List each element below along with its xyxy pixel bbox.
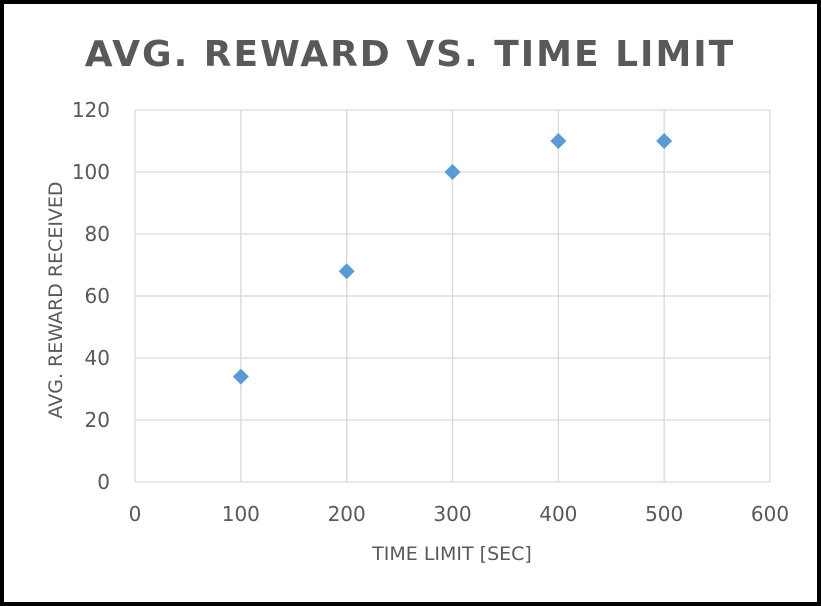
data-point (444, 164, 461, 180)
data-points (232, 133, 673, 385)
data-point (550, 133, 567, 149)
y-tick-label: 0 (97, 470, 110, 494)
x-tick-label: 200 (328, 502, 366, 526)
y-tick-label: 100 (72, 160, 110, 184)
y-tick-label: 20 (85, 408, 110, 432)
y-tick-label: 40 (85, 346, 110, 370)
y-axis-title: AVG. REWARD RECEIVED (45, 181, 67, 418)
x-tick-label: 500 (645, 502, 683, 526)
data-point (232, 368, 249, 385)
x-tick-label: 100 (222, 502, 260, 526)
x-tick-label: 600 (751, 502, 789, 526)
chart-title: AVG. REWARD VS. TIME LIMIT (85, 34, 735, 75)
x-tick-labels: 0 100 200 300 400 500 600 (129, 502, 789, 526)
x-tick-label: 400 (539, 502, 577, 526)
data-point (656, 133, 673, 149)
y-tick-label: 120 (72, 98, 110, 122)
x-tick-label: 0 (129, 502, 142, 526)
x-axis-title: TIME LIMIT [SEC] (371, 543, 532, 565)
scatter-chart: AVG. REWARD VS. TIME LIMIT 0 20 40 60 80 100 1… (45, 34, 789, 565)
data-point (338, 263, 355, 280)
y-tick-label: 60 (85, 284, 110, 308)
x-tick-label: 300 (433, 502, 471, 526)
y-tick-label: 80 (85, 222, 110, 246)
y-tick-labels: 0 20 40 60 80 100 120 (72, 98, 110, 494)
